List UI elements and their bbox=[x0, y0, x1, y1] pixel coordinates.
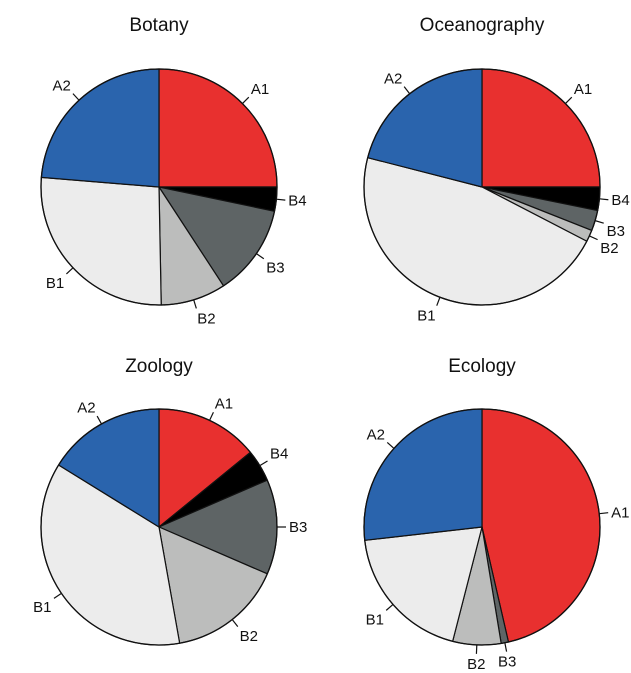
slice-label-tick bbox=[599, 512, 609, 515]
pie-outline bbox=[363, 68, 601, 306]
slice-label-tick bbox=[96, 415, 103, 425]
slice-label-b3: B3 bbox=[289, 519, 307, 536]
slice-label-tick bbox=[594, 220, 604, 224]
pie-outline bbox=[40, 408, 278, 646]
slice-label-tick bbox=[72, 93, 80, 101]
slice-label-tick bbox=[231, 619, 239, 627]
slice-label-a2: A2 bbox=[77, 399, 95, 416]
pie-title-ecology: Ecology bbox=[448, 356, 516, 377]
slice-label-tick bbox=[385, 604, 394, 611]
slice-label-b2: B2 bbox=[467, 656, 485, 673]
slice-label-b3: B3 bbox=[266, 259, 284, 276]
slice-label-b4: B4 bbox=[288, 192, 306, 209]
slice-label-tick bbox=[599, 198, 609, 201]
slice-label-tick bbox=[53, 592, 62, 599]
pie-botany: Botany A1 B4 B3 B2 B1 A2 bbox=[40, 15, 307, 327]
slice-label-tick bbox=[259, 460, 268, 467]
slice-label-a2: A2 bbox=[367, 426, 385, 443]
slice-label-b3: B3 bbox=[498, 654, 516, 671]
pie-title-botany: Botany bbox=[129, 15, 189, 36]
slice-label-tick bbox=[403, 86, 411, 95]
slice-label-a2: A2 bbox=[384, 70, 402, 87]
pie-outline bbox=[363, 408, 601, 646]
slice-label-b4: B4 bbox=[270, 445, 288, 462]
slice-label-tick bbox=[504, 642, 508, 652]
slice-label-b3: B3 bbox=[607, 223, 625, 240]
slice-label-tick bbox=[386, 441, 395, 449]
slice-label-b2: B2 bbox=[240, 628, 258, 645]
slice-label-a1: A1 bbox=[251, 81, 269, 98]
slice-label-b1: B1 bbox=[33, 599, 51, 616]
slice-label-a1: A1 bbox=[215, 396, 233, 413]
slice-label-tick bbox=[276, 198, 286, 201]
slice-label-tick bbox=[565, 96, 573, 104]
slice-label-tick bbox=[589, 235, 598, 241]
slice-label-a2: A2 bbox=[53, 77, 71, 94]
slice-label-tick bbox=[436, 297, 441, 306]
pie-title-zoology: Zoology bbox=[125, 356, 193, 377]
slice-label-b2: B2 bbox=[197, 310, 215, 327]
slice-label-tick bbox=[209, 412, 214, 421]
slice-label-b1: B1 bbox=[417, 307, 435, 324]
slice-label-tick bbox=[256, 253, 265, 260]
pie-ecology: Ecology A1 B3 B2 B1 A2 bbox=[363, 356, 630, 673]
slice-label-b1: B1 bbox=[366, 611, 384, 628]
slice-label-b2: B2 bbox=[600, 240, 618, 257]
slice-label-tick bbox=[242, 96, 250, 104]
slice-label-a1: A1 bbox=[611, 504, 629, 521]
slice-label-tick bbox=[66, 267, 74, 275]
slice-label-b4: B4 bbox=[611, 192, 629, 209]
slice-label-a1: A1 bbox=[574, 81, 592, 98]
pie-title-oceanography: Oceanography bbox=[420, 15, 545, 36]
pie-zoology: Zoology A1 B4 B3 B2 B1 A2 bbox=[33, 356, 307, 646]
slice-label-tick bbox=[193, 299, 197, 309]
slice-label-b1: B1 bbox=[46, 275, 64, 292]
pie-outline bbox=[40, 68, 278, 306]
